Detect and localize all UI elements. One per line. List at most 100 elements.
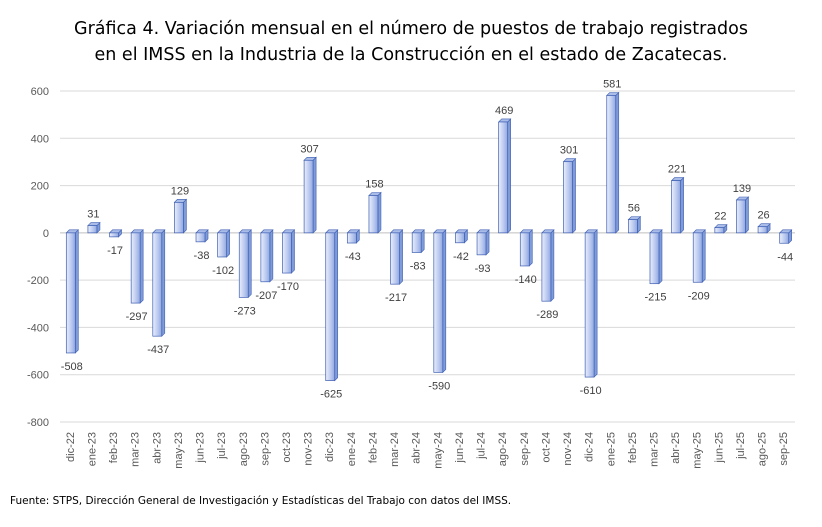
bar-may-24 [433, 229, 447, 374]
y-tick-label: 600 [31, 86, 49, 98]
bar-ene-23 [87, 221, 101, 234]
bar-front [541, 232, 552, 302]
bar-side [528, 229, 533, 267]
bar-front [671, 180, 681, 234]
data-label-ago-25: 26 [757, 210, 769, 222]
data-label-may-23: 129 [171, 185, 189, 197]
y-tick-label: 0 [43, 228, 49, 240]
bar-front [174, 202, 184, 234]
bar-front [109, 232, 119, 238]
data-label-ene-23: 31 [87, 209, 99, 221]
bar-oct-24 [541, 229, 555, 302]
bar-front [390, 232, 400, 285]
x-tick-label-jun-24: jun-24 [454, 432, 466, 464]
y-tick-label: 400 [31, 133, 49, 145]
bar-jul-24 [476, 229, 490, 256]
x-tick-label-ene-25: ene-25 [605, 432, 617, 466]
data-label-mar-25: -215 [644, 292, 666, 304]
bar-jun-23 [195, 229, 209, 243]
x-tick-label-jul-25: jul-25 [735, 432, 747, 460]
data-label-ago-24: 469 [495, 105, 513, 117]
data-label-mar-23: -297 [126, 311, 148, 323]
source-note: Fuente: STPS, Dirección General de Inves… [10, 495, 512, 507]
data-label-oct-23: -170 [277, 281, 299, 293]
bar-oct-23 [281, 229, 296, 274]
bar-ago-25 [757, 222, 771, 234]
y-tick-label: -400 [27, 322, 49, 334]
x-tick-label-abr-25: abr-25 [670, 432, 682, 464]
bar-ene-25 [606, 91, 620, 234]
bar-front [282, 232, 292, 274]
bar-ago-24 [497, 118, 512, 234]
chart-title-line-2: en el IMSS en la Industria de la Constru… [94, 45, 728, 65]
data-label-jul-23: -102 [212, 265, 234, 277]
bar-side [161, 229, 166, 337]
x-tick-label-nov-23: nov-23 [303, 432, 315, 466]
bar-side [680, 176, 684, 234]
data-label-abr-25: 221 [668, 164, 686, 176]
data-label-ene-25: 581 [603, 78, 621, 90]
bar-side [139, 229, 144, 304]
x-tick-label-ene-23: ene-23 [86, 432, 98, 466]
bar-abr-25 [670, 176, 685, 234]
bar-front [692, 232, 703, 283]
bar-side [615, 91, 620, 234]
x-tick-label-mar-25: mar-25 [648, 432, 660, 467]
x-tick-label-may-23: may-23 [173, 432, 185, 469]
data-label-oct-24: -289 [536, 309, 558, 321]
bar-ago-23 [238, 229, 252, 299]
y-tick-label: -200 [27, 275, 49, 287]
bar-side [75, 229, 79, 354]
bar-feb-25 [627, 215, 642, 234]
bar-front [649, 232, 660, 285]
bar-side [420, 229, 425, 254]
bar-jun-24 [454, 229, 469, 244]
bar-front [303, 159, 314, 234]
chart-title-line-1: Gráfica 4. Variación mensual en el númer… [74, 19, 748, 39]
bar-front [325, 232, 336, 381]
data-label-may-24: -590 [428, 380, 450, 392]
bar-front [65, 232, 76, 354]
bar-jul-23 [216, 229, 231, 258]
bar-side [485, 229, 490, 256]
bar-side [745, 196, 749, 234]
bar-mar-25 [649, 229, 663, 285]
bar-jul-25 [735, 196, 750, 234]
bar-mar-23 [130, 229, 144, 304]
bar-dic-22 [65, 229, 80, 354]
bar-side [247, 229, 252, 299]
bar-side [269, 229, 274, 283]
bar-may-25 [692, 229, 706, 283]
bar-dic-23 [324, 229, 339, 382]
data-label-ago-23: -273 [234, 305, 256, 317]
bar-mar-24 [389, 229, 404, 285]
x-tick-label-mar-24: mar-24 [389, 432, 401, 467]
data-label-dic-24: -610 [580, 385, 602, 397]
bar-front [628, 219, 638, 234]
x-tick-label-dic-22: dic-22 [65, 432, 77, 462]
bar-side [183, 198, 187, 234]
bar-front [238, 232, 249, 298]
bar-front [476, 232, 487, 256]
bar-front [346, 232, 357, 244]
y-tick-label: -600 [27, 370, 49, 382]
bar-layer [65, 91, 793, 382]
data-label-nov-23: 307 [300, 143, 318, 155]
x-tick-label-sep-24: sep-24 [519, 432, 531, 466]
bar-front [130, 232, 141, 304]
grid-layer: -800 -600 -400 -200 0 200 400 600 [27, 86, 795, 429]
x-tick-label-nov-24: nov-24 [562, 432, 574, 466]
bar-side [399, 229, 403, 285]
bar-side [658, 229, 663, 285]
data-label-sep-25: -44 [777, 251, 793, 263]
x-tick-label-feb-24: feb-24 [367, 432, 379, 463]
data-label-feb-24: 158 [365, 179, 383, 191]
bar-side [550, 229, 555, 302]
bar-front [455, 232, 465, 244]
bar-front [584, 232, 595, 378]
x-tick-label-ene-24: ene-24 [346, 432, 358, 466]
x-tick-label-mar-23: mar-23 [130, 432, 142, 467]
bar-front [433, 232, 444, 373]
data-label-dic-22: -508 [61, 361, 83, 373]
data-label-abr-23: -437 [147, 344, 169, 356]
